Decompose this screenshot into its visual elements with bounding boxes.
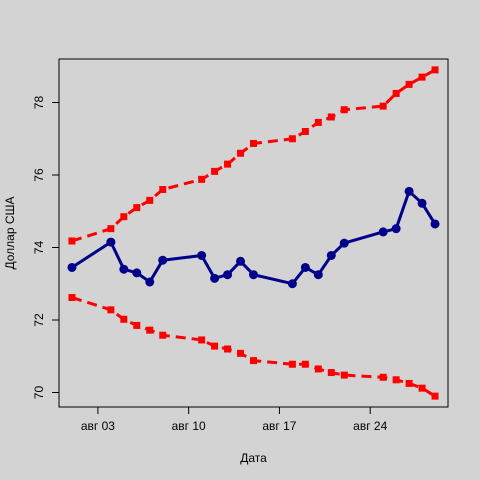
- series-2-point: [198, 336, 206, 344]
- series-0-point: [236, 256, 246, 266]
- series-2-point: [405, 379, 413, 387]
- series-1-point: [392, 89, 400, 97]
- series-0-point: [287, 279, 297, 289]
- series-1-point: [133, 204, 141, 212]
- series-0-point: [223, 270, 233, 280]
- series-0-point: [210, 273, 220, 283]
- series-2-point: [159, 331, 167, 339]
- series-1-point: [405, 80, 413, 88]
- y-axis-title: Доллар США: [3, 196, 17, 269]
- y-tick-label: 76: [32, 168, 46, 182]
- series-1-point: [224, 160, 232, 168]
- series-1-point: [418, 73, 426, 81]
- series-0-point: [404, 186, 414, 196]
- series-1-point: [314, 118, 322, 126]
- series-1-point: [68, 237, 76, 245]
- series-layer: [67, 66, 440, 400]
- series-1-point: [379, 102, 387, 110]
- series-0-point: [119, 264, 129, 274]
- series-2-point: [146, 326, 154, 334]
- x-tick-label: авг 17: [262, 419, 296, 433]
- series-0-point: [430, 219, 440, 229]
- series-1-point: [146, 196, 154, 204]
- series-0-point: [326, 250, 336, 260]
- series-2-point: [250, 357, 257, 365]
- series-1-point: [198, 175, 206, 183]
- series-2-point: [327, 369, 335, 377]
- plot-frame: [58, 58, 449, 408]
- series-2-point: [211, 342, 219, 350]
- series-2-point: [224, 345, 232, 353]
- x-tick-label: авг 24: [353, 419, 387, 433]
- series-0-point: [391, 224, 401, 234]
- series-0-point: [300, 262, 310, 272]
- series-1-point: [211, 167, 219, 175]
- x-tick-label: авг 10: [172, 419, 206, 433]
- series-1-point: [327, 113, 335, 121]
- y-tick-label: 74: [32, 241, 46, 255]
- y-tick-label: 70: [32, 386, 46, 400]
- series-2-point: [418, 384, 426, 392]
- series-1-point: [107, 225, 115, 233]
- y-tick-label: 72: [32, 313, 46, 327]
- series-2-point: [431, 392, 439, 400]
- x-axis-title: Дата: [240, 451, 267, 465]
- series-1-point: [288, 135, 296, 143]
- series-1-point: [250, 139, 257, 147]
- series-0-point: [313, 270, 323, 280]
- y-axis: 70 72 74 76 78: [32, 96, 59, 400]
- series-0-point: [145, 277, 155, 287]
- series-1-point: [301, 128, 309, 135]
- series-2-point: [392, 376, 400, 384]
- series-2-point: [237, 349, 245, 357]
- series-2-point: [133, 321, 141, 329]
- series-1-point: [431, 66, 439, 74]
- series-2-point: [301, 360, 309, 368]
- series-0-point: [197, 250, 207, 260]
- series-0-point: [132, 268, 142, 278]
- series-2-point: [340, 371, 348, 379]
- series-0-point: [417, 198, 427, 208]
- series-0-point: [67, 262, 77, 272]
- series-2: [68, 294, 439, 400]
- series-2-point: [379, 373, 387, 381]
- series-0-point: [106, 237, 116, 247]
- series-2-point: [120, 315, 128, 323]
- y-tick-label: 78: [32, 96, 46, 110]
- series-1-point: [237, 149, 245, 157]
- series-0-point: [249, 270, 258, 280]
- x-axis: авг 03 авг 10 авг 17 авг 24: [81, 407, 388, 433]
- series-0-point: [158, 255, 168, 265]
- series-2-point: [288, 360, 296, 368]
- series-0-point: [378, 227, 388, 237]
- series-0-point: [339, 238, 349, 248]
- series-0: [67, 186, 440, 289]
- series-1: [68, 66, 439, 245]
- series-2-point: [68, 294, 76, 302]
- series-2-point: [107, 306, 115, 314]
- series-1-point: [159, 186, 167, 193]
- series-1-point: [340, 106, 348, 114]
- series-2-point: [314, 365, 322, 373]
- x-tick-label: авг 03: [81, 419, 115, 433]
- series-1-point: [120, 213, 128, 221]
